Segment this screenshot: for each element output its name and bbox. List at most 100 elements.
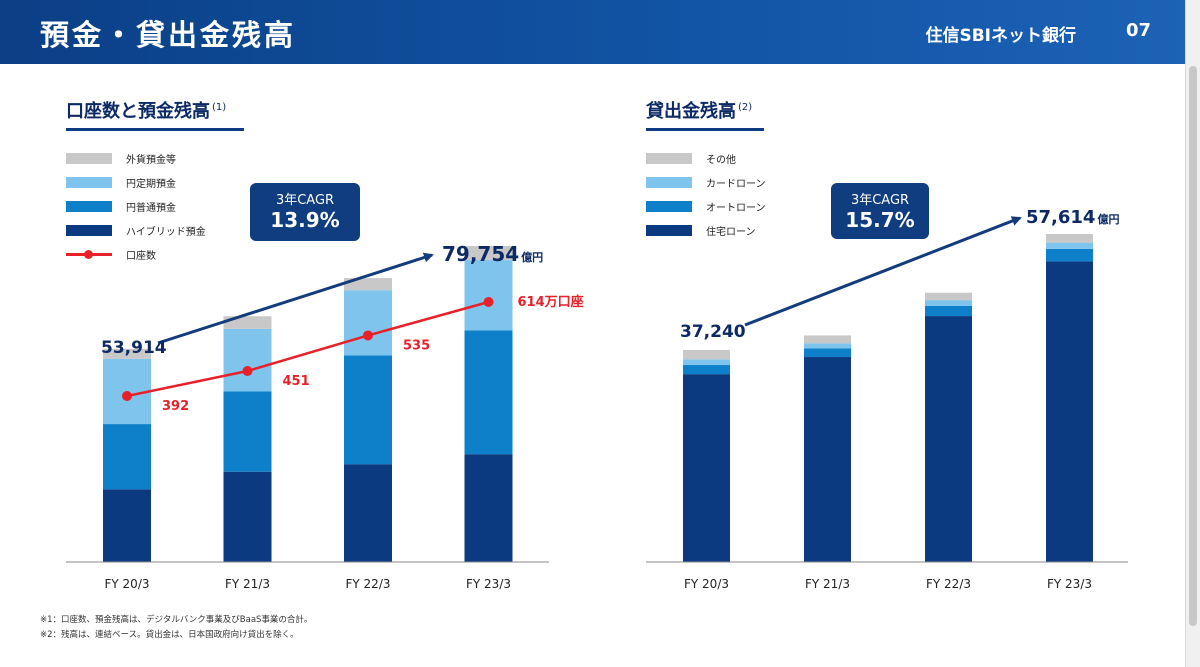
- right-bar-2-seg-1: [804, 357, 851, 562]
- end-total-unit: 億円: [1097, 212, 1119, 226]
- legend-item: 円普通預金: [66, 194, 206, 218]
- legend-swatch: [646, 200, 692, 212]
- legend-label: その他: [706, 154, 736, 166]
- right-cagr-badge: 3年CAGR 15.7%: [831, 183, 929, 239]
- brand-logo: 住信SBIネット銀行: [925, 26, 1076, 46]
- legend-label: 円普通預金: [126, 202, 176, 214]
- accounts-label: 451: [283, 374, 310, 389]
- left-bar-2-seg-2: [223, 391, 272, 472]
- legend-label: 外貨預金等: [126, 154, 176, 166]
- right-bar-1-seg-4: [683, 349, 730, 360]
- legend-label: 住宅ローン: [706, 226, 756, 238]
- right-start-total-label: 37,240: [680, 322, 746, 342]
- vertical-scrollbar[interactable]: [1185, 0, 1200, 667]
- page-title: 預金・貸出金残高: [40, 18, 297, 52]
- legend-item: 住宅ローン: [646, 218, 766, 242]
- end-total-value: 57,614: [1026, 207, 1095, 228]
- accounts-label: 392: [162, 399, 189, 414]
- legend-swatch: [66, 224, 112, 236]
- right-title-underline: [646, 128, 764, 131]
- accounts-point: [363, 330, 373, 341]
- legend-item: 口座数: [66, 242, 206, 266]
- left-bar-4-seg-1: [464, 454, 513, 562]
- accounts-label: 535: [403, 338, 430, 353]
- left-bar-3-seg-4: [344, 278, 392, 291]
- page-number: 07: [1125, 20, 1151, 41]
- header-bar: 預金・貸出金残高 住信SBIネット銀行 07: [0, 0, 1186, 64]
- right-bar-1-seg-2: [683, 365, 730, 375]
- left-bar-4-seg-2: [464, 330, 513, 455]
- right-bar-1-seg-1: [683, 374, 730, 562]
- left-bar-2-seg-1: [223, 471, 272, 562]
- right-bar-3-seg-2: [925, 305, 972, 317]
- legend-item: オートローン: [646, 194, 766, 218]
- legend-label: 円定期預金: [126, 178, 176, 190]
- cagr-label: 3年CAGR: [275, 193, 335, 208]
- left-bar-2-seg-3: [223, 328, 272, 392]
- legend-swatch: [646, 176, 692, 188]
- right-section-title-text: 貸出金残高: [646, 101, 736, 122]
- left-section-note: (1): [212, 102, 227, 113]
- legend-item: ハイブリッド預金: [66, 218, 206, 242]
- legend-label: カードローン: [706, 178, 766, 190]
- legend-label: オートローン: [706, 202, 766, 214]
- legend-swatch: [66, 152, 112, 164]
- scrollbar-thumb[interactable]: [1189, 66, 1197, 626]
- legend-item: その他: [646, 146, 766, 170]
- right-bar-4-seg-2: [1046, 248, 1093, 262]
- left-bar-4-seg-3: [464, 260, 513, 331]
- left-section-title-text: 口座数と預金残高: [66, 101, 210, 122]
- footnote-2: ※2：残高は、連結ベース。貸出金は、日本国政府向け貸出を除く。: [40, 630, 299, 640]
- left-start-total-label: 53,914: [101, 338, 167, 358]
- left-bar-3-seg-1: [344, 464, 392, 562]
- right-growth-arrow: [744, 216, 1022, 327]
- legend-swatch: [66, 176, 112, 188]
- accounts-point: [242, 366, 253, 377]
- end-total-value: 79,754: [442, 242, 519, 266]
- right-bar-4-seg-1: [1046, 261, 1093, 562]
- right-bar-3-seg-3: [925, 300, 972, 306]
- right-legend: その他 カードローン オートローン 住宅ローン: [646, 146, 766, 242]
- right-bar-1-seg-3: [683, 359, 730, 366]
- footnote-1: ※1：口座数、預金残高は、デジタルバンク事業及びBaaS事業の合計。: [40, 615, 313, 625]
- left-section-title: 口座数と預金残高 (1): [66, 97, 226, 123]
- right-x-tick-label: FY 23/3: [1047, 577, 1092, 591]
- right-section-note: (2): [738, 102, 753, 113]
- accounts-point: [483, 297, 494, 307]
- legend-label: 口座数: [126, 250, 156, 262]
- left-bar-1-seg-2: [103, 424, 151, 490]
- accounts-label: 614万口座: [518, 294, 584, 310]
- right-section-title: 貸出金残高 (2): [646, 97, 752, 123]
- left-bar-3-seg-2: [344, 355, 392, 465]
- left-bar-3-seg-3: [344, 290, 392, 356]
- legend-swatch: [66, 200, 112, 212]
- legend-line-swatch: [66, 249, 112, 260]
- right-x-tick-label: FY 20/3: [684, 577, 729, 591]
- right-x-tick-label: FY 22/3: [926, 577, 971, 591]
- right-bar-2-seg-4: [804, 335, 851, 344]
- right-bar-2-seg-3: [804, 343, 851, 349]
- cagr-value: 15.7%: [845, 208, 915, 232]
- left-cagr-badge: 3年CAGR 13.9%: [250, 183, 360, 241]
- right-bar-4-seg-4: [1046, 234, 1093, 243]
- right-loan-chart: FY 20/3 FY 21/3 FY 22/3 FY 23/3: [646, 234, 1128, 591]
- right-end-total-label: 57,614 億円: [1026, 207, 1119, 228]
- accounts-line: [126, 300, 489, 398]
- legend-label: ハイブリッド預金: [126, 226, 206, 238]
- left-end-total-label: 79,754 億円: [442, 242, 543, 266]
- left-legend: 外貨預金等 円定期預金 円普通預金 ハイブリッド預金 口座数: [66, 146, 206, 266]
- left-deposit-chart: FY 20/3 FY 21/3 FY 22/3 FY 23/3 392 451 535 614…: [66, 246, 584, 591]
- left-x-tick-label: FY 20/3: [105, 577, 150, 591]
- left-title-underline: [66, 128, 244, 131]
- right-x-tick-label: FY 21/3: [805, 577, 850, 591]
- cagr-label: 3年CAGR: [850, 193, 910, 208]
- left-growth-arrow: [157, 252, 434, 345]
- left-bar-1-seg-4: [103, 348, 151, 359]
- legend-swatch: [646, 224, 692, 236]
- right-bar-4-seg-3: [1046, 242, 1093, 249]
- legend-item: 円定期預金: [66, 170, 206, 194]
- legend-item: カードローン: [646, 170, 766, 194]
- legend-item: 外貨預金等: [66, 146, 206, 170]
- left-x-tick-label: FY 23/3: [466, 577, 511, 591]
